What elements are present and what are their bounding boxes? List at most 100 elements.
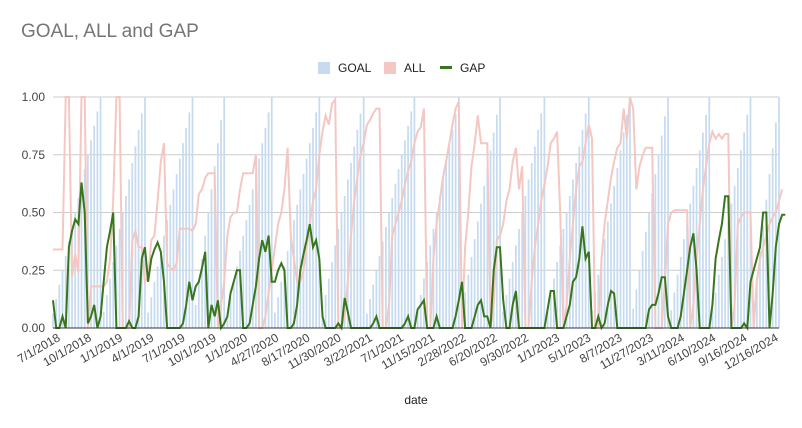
goal-bar (369, 299, 371, 328)
goal-bar (248, 204, 251, 328)
goal-bar (232, 281, 235, 328)
goal-bar (514, 245, 517, 328)
goal-bar (90, 140, 92, 328)
goal-bar (572, 179, 574, 328)
goal-bar (438, 196, 441, 328)
goal-bar (553, 278, 555, 328)
goal-bar (106, 295, 108, 328)
goal-bar (740, 150, 742, 328)
goal-bar (600, 256, 603, 328)
goal-bar (147, 312, 149, 328)
goal-bar (137, 130, 140, 328)
legend-item-all[interactable]: ALL (384, 61, 426, 75)
goal-bar (730, 203, 733, 328)
goal-bar (388, 212, 390, 328)
goal-bar (527, 179, 530, 328)
goal-bar (318, 97, 321, 328)
goal-bar (343, 196, 346, 328)
goal-bar (559, 245, 562, 328)
goal-bar (610, 203, 612, 328)
goal-bar (58, 284, 61, 328)
goal-bar (755, 276, 758, 328)
legend-swatch-goal (318, 62, 330, 74)
legend[interactable]: GOAL ALL GAP (318, 61, 485, 75)
goal-bar (499, 97, 501, 328)
goal-bar (299, 189, 302, 328)
goal-bar (391, 198, 394, 328)
goal-bar (464, 292, 467, 328)
goal-bar (296, 204, 298, 328)
y-axis-ticks: 0.00 0.25 0.50 0.75 1.00 (22, 90, 46, 335)
goal-bar (407, 125, 409, 328)
goal-bar (768, 174, 771, 328)
goal-bar (267, 112, 270, 329)
legend-item-goal[interactable]: GOAL (318, 61, 372, 75)
goal-bar (587, 97, 590, 328)
goal-bar (362, 97, 365, 328)
goal-bar (664, 116, 666, 328)
goal-bar (359, 113, 362, 328)
goal-bar (52, 313, 54, 328)
goal-bar (204, 235, 207, 328)
goal-bar (667, 97, 669, 328)
goal-bar (778, 97, 780, 328)
goal-bar (746, 114, 749, 329)
goal-bar (660, 135, 663, 328)
goal-bar (717, 274, 720, 328)
goal-bar (308, 143, 311, 328)
goal-bar (435, 212, 438, 328)
goal-bar (651, 193, 654, 328)
goal-bar (480, 203, 482, 328)
legend-item-gap[interactable]: GAP (440, 61, 485, 75)
goal-bar (213, 166, 216, 328)
goal-bar (372, 284, 375, 328)
goal-bar (584, 113, 587, 328)
goal-bar (692, 185, 695, 328)
goal-bar (702, 132, 704, 328)
goal-bar (375, 270, 378, 328)
goal-bar (578, 146, 581, 328)
goal-bar (705, 114, 707, 329)
goal-bar (404, 140, 406, 328)
goal-bar (128, 179, 130, 328)
gap-series-line (52, 182, 786, 331)
goal-bar (378, 255, 381, 328)
goal-bar (346, 179, 349, 328)
goal-bar (524, 196, 527, 328)
goal-bar (340, 212, 343, 328)
goal-bar (556, 262, 558, 328)
goal-bar (470, 256, 473, 328)
goal-bar (603, 239, 606, 328)
goal-bar (226, 312, 229, 328)
goal-bar (365, 313, 368, 328)
goal-bar (210, 189, 213, 328)
goal-bar (223, 97, 226, 328)
goal-bar (429, 245, 432, 328)
goal-bar (201, 258, 203, 328)
goal-bar (410, 111, 413, 328)
goal-bar (394, 183, 397, 328)
goal-bar (629, 97, 631, 328)
goal-bar (251, 189, 254, 328)
goal-bar (236, 266, 238, 328)
goal-bar (540, 113, 543, 328)
goal-bar (613, 185, 616, 328)
goal-bar (99, 97, 102, 328)
goal-bar (194, 304, 197, 328)
goal-bar (518, 229, 520, 328)
goal-bar (511, 262, 514, 328)
goal-bar (172, 189, 175, 328)
goal-bar (727, 221, 730, 328)
goal-bar (467, 274, 470, 328)
y-tick-label: 0.50 (22, 206, 46, 220)
goal-bar (457, 97, 460, 328)
goal-bar (286, 251, 289, 328)
goal-bar (270, 97, 273, 328)
goal-bar (242, 235, 245, 328)
goal-bar (255, 174, 257, 328)
goal-bar (125, 196, 127, 328)
goal-bar (654, 174, 657, 328)
legend-swatch-gap (440, 66, 452, 69)
x-axis-ticks: 7/1/201810/1/20181/1/20194/1/20197/1/201… (15, 330, 781, 372)
